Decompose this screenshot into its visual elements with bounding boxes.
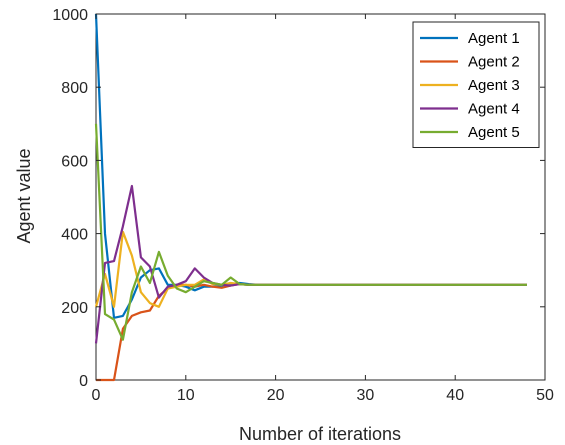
x-tick-label: 0 — [92, 387, 101, 404]
y-tick-label: 600 — [61, 153, 88, 170]
x-axis-title: Number of iterations — [239, 424, 401, 444]
legend-label-agent-3: Agent 3 — [468, 77, 520, 94]
y-axis-title: Agent value — [14, 148, 34, 243]
y-tick-label: 200 — [61, 300, 88, 317]
legend: Agent 1 Agent 2 Agent 3 Agent 4 Agent 5 — [412, 21, 540, 148]
y-tick-label: 1000 — [52, 7, 88, 24]
y-tick-label: 400 — [61, 227, 88, 244]
x-tick-label: 40 — [446, 387, 464, 404]
legend-label-agent-5: Agent 5 — [468, 124, 520, 141]
x-axis-ticks: 0 10 20 30 40 50 — [92, 14, 554, 404]
y-axis-ticks: 0 200 400 600 800 1000 — [52, 7, 545, 390]
legend-label-agent-4: Agent 4 — [468, 101, 520, 118]
y-tick-label: 0 — [79, 373, 88, 390]
legend-label-agent-2: Agent 2 — [468, 54, 520, 71]
x-tick-label: 50 — [536, 387, 554, 404]
x-tick-label: 30 — [357, 387, 375, 404]
x-tick-label: 20 — [267, 387, 285, 404]
x-tick-label: 10 — [177, 387, 195, 404]
y-tick-label: 800 — [61, 80, 88, 97]
legend-label-agent-1: Agent 1 — [468, 30, 520, 47]
series-line-agent-5 — [94, 123, 527, 341]
